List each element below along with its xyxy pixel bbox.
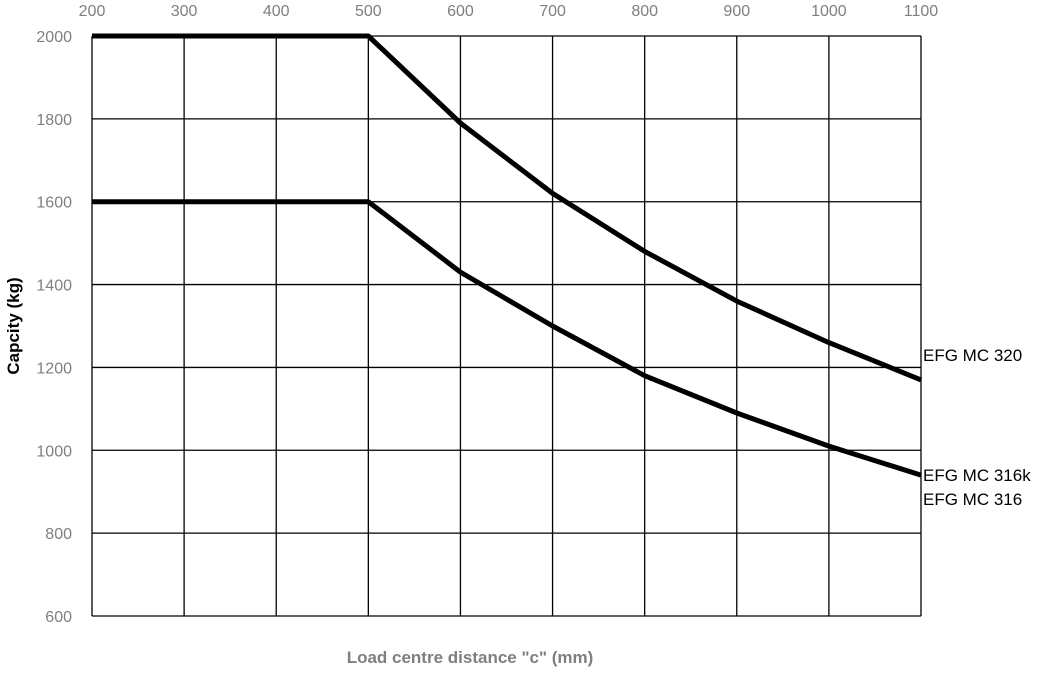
x-tick-label-6: 800 <box>631 3 658 20</box>
series-label-1: EFG MC 316k <box>923 466 1031 485</box>
x-tick-label-8: 1000 <box>811 3 847 20</box>
chart-grid <box>91 35 922 617</box>
y-tick-label-6: 1800 <box>36 112 72 129</box>
chart-series-lines <box>92 33 922 478</box>
series-label-0: EFG MC 320 <box>923 346 1022 365</box>
x-tick-label-2: 400 <box>263 3 290 20</box>
y-tick-label-0: 600 <box>45 609 72 626</box>
series-labels: EFG MC 320 EFG MC 316k EFG MC 316 <box>923 346 1031 509</box>
y-tick-label-2: 1000 <box>36 443 72 460</box>
y-tick-label-7: 2000 <box>36 29 72 46</box>
x-axis-tick-labels: 200 300 400 500 600 700 800 900 1000 1100 <box>79 3 939 20</box>
x-tick-label-5: 700 <box>539 3 566 20</box>
x-tick-label-0: 200 <box>79 3 106 20</box>
y-tick-label-1: 800 <box>45 526 72 543</box>
x-axis-title: Load centre distance "c" (mm) <box>347 648 594 667</box>
y-axis-tick-labels: 600 800 1000 1200 1400 1600 1800 2000 <box>36 29 72 626</box>
x-tick-label-3: 500 <box>355 3 382 20</box>
y-axis-title: Capcity (kg) <box>4 277 23 374</box>
x-tick-label-7: 900 <box>723 3 750 20</box>
series-line-1 <box>92 199 922 478</box>
x-tick-label-9: 1100 <box>904 3 939 20</box>
y-tick-label-5: 1600 <box>36 195 72 212</box>
y-tick-label-3: 1200 <box>36 360 72 377</box>
series-line-0 <box>92 33 922 383</box>
x-tick-label-4: 600 <box>447 3 474 20</box>
y-tick-label-4: 1400 <box>36 278 72 295</box>
series-label-2: EFG MC 316 <box>923 490 1022 509</box>
x-tick-label-1: 300 <box>171 3 198 20</box>
